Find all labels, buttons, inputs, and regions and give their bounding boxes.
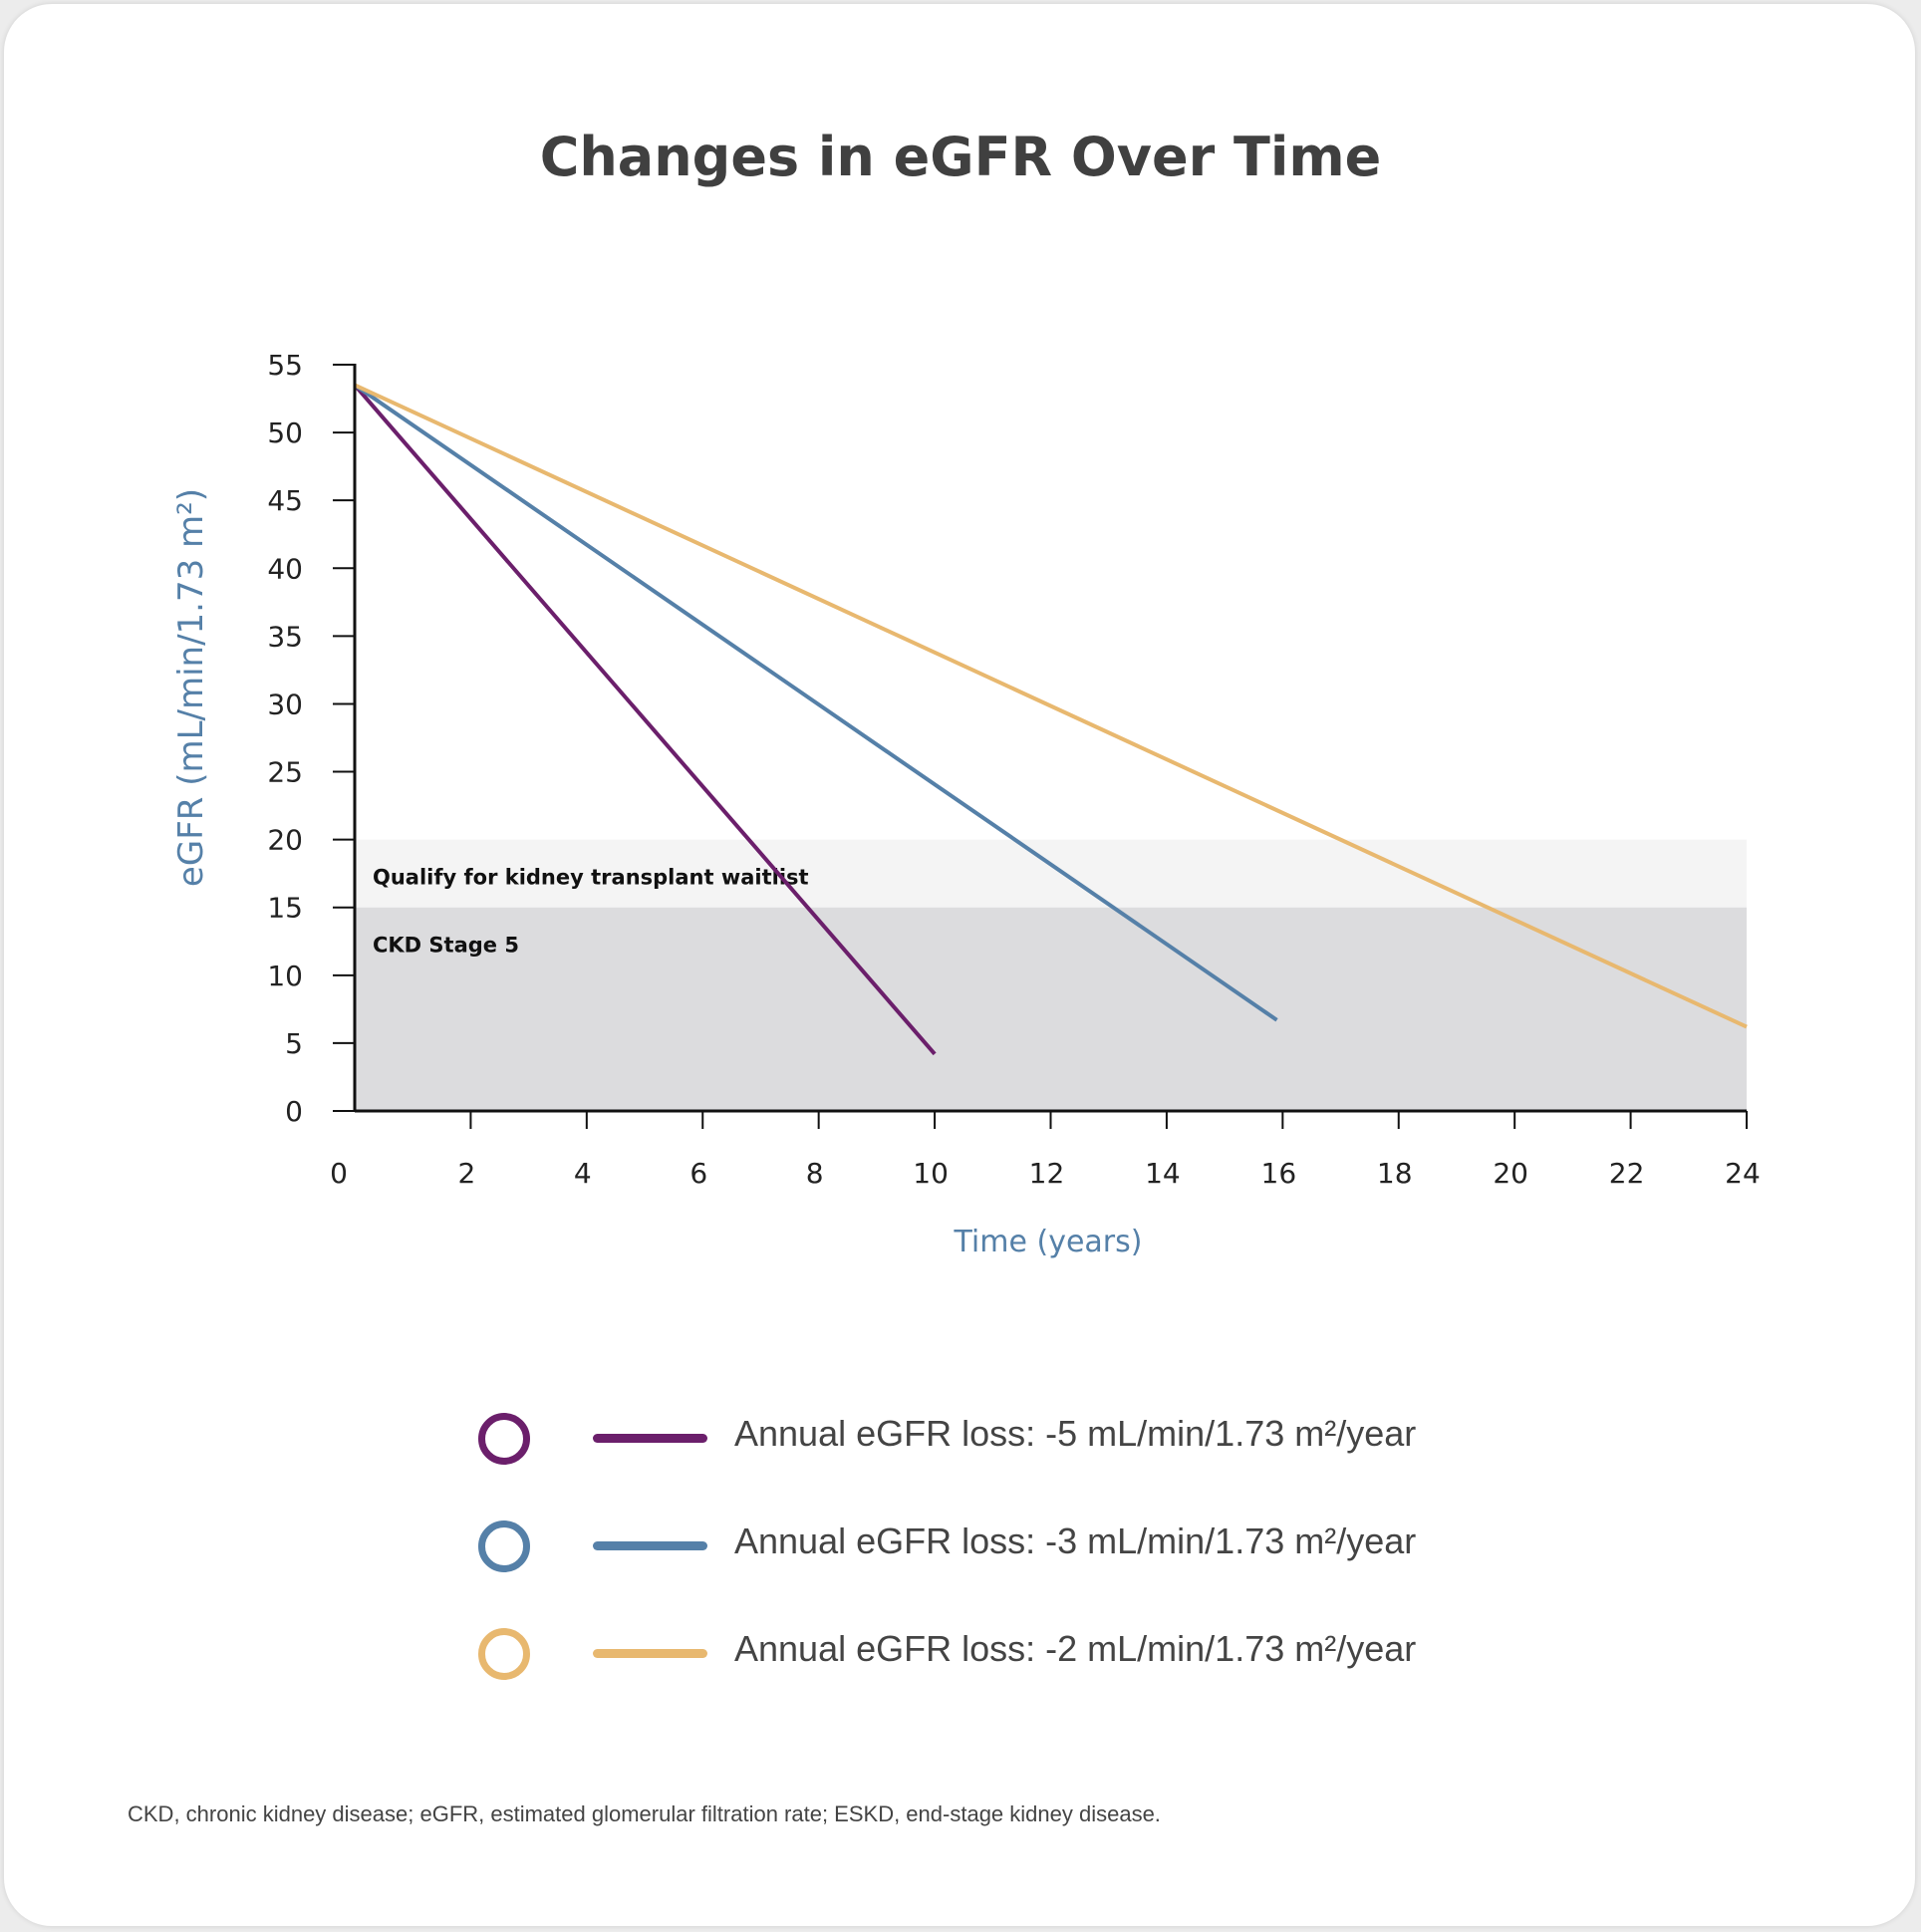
x-tick-label: 14 bbox=[1145, 1157, 1181, 1190]
y-axis-label: eGFR (mL/min/1.73 m²) bbox=[171, 488, 211, 887]
x-tick-label: 6 bbox=[689, 1157, 707, 1190]
x-axis-label: Time (years) bbox=[954, 1225, 1143, 1259]
x-tick-label: 8 bbox=[806, 1157, 824, 1190]
legend-circle-marker bbox=[478, 1413, 530, 1465]
legend-line-swatch bbox=[593, 1434, 707, 1443]
x-tick-label: 10 bbox=[913, 1157, 949, 1190]
y-tick-label: 10 bbox=[267, 960, 303, 992]
legend-label: Annual eGFR loss: -5 mL/min/1.73 m²/year bbox=[734, 1413, 1417, 1454]
x-tick-label: 16 bbox=[1261, 1157, 1297, 1190]
band-label-0: Qualify for kidney transplant waitlist bbox=[373, 866, 809, 890]
y-tick-label: 55 bbox=[267, 349, 303, 382]
y-tick-label: 15 bbox=[267, 892, 303, 925]
footnote: CKD, chronic kidney disease; eGFR, estim… bbox=[128, 1801, 1161, 1826]
x-tick-label: 24 bbox=[1725, 1157, 1761, 1190]
x-tick-label: 18 bbox=[1377, 1157, 1413, 1190]
y-tick-label: 30 bbox=[267, 688, 303, 720]
bands-layer: Qualify for kidney transplant waitlist CK… bbox=[355, 839, 1747, 1111]
legend-label: Annual eGFR loss: -2 mL/min/1.73 m²/year bbox=[734, 1628, 1417, 1669]
legend-circle-marker bbox=[478, 1520, 530, 1572]
x-tick-label: 2 bbox=[458, 1157, 476, 1190]
series-line-3 bbox=[354, 383, 1748, 1029]
y-tick-label: 0 bbox=[285, 1095, 303, 1128]
x-tick-label: 0 bbox=[330, 1157, 348, 1190]
legend-line-swatch bbox=[593, 1649, 707, 1658]
y-tick-label: 25 bbox=[267, 756, 303, 789]
x-tick-label: 12 bbox=[1029, 1157, 1065, 1190]
y-tick-label: 5 bbox=[285, 1027, 303, 1060]
x-tick-label: 20 bbox=[1493, 1157, 1528, 1190]
y-tick-label: 50 bbox=[267, 416, 303, 449]
x-tick-label: 22 bbox=[1609, 1157, 1645, 1190]
series-line-1 bbox=[353, 384, 937, 1056]
x-tick-label: 4 bbox=[574, 1157, 592, 1190]
legend-line-swatch bbox=[593, 1541, 707, 1550]
y-tick-label: 20 bbox=[267, 824, 303, 857]
series-line-2 bbox=[353, 383, 1278, 1022]
band-label-1: CKD Stage 5 bbox=[373, 934, 519, 958]
legend-circle-marker bbox=[478, 1628, 530, 1680]
y-tick-label: 45 bbox=[267, 484, 303, 517]
series-layer bbox=[353, 383, 1748, 1056]
band-1 bbox=[355, 907, 1747, 1111]
chart-title: Changes in eGFR Over Time bbox=[539, 126, 1382, 188]
chart-plot: Qualify for kidney transplant waitlist CK… bbox=[171, 349, 1761, 1259]
y-tick-label: 35 bbox=[267, 620, 303, 653]
y-tick-label: 40 bbox=[267, 552, 303, 585]
legend-label: Annual eGFR loss: -3 mL/min/1.73 m²/year bbox=[734, 1520, 1417, 1561]
band-0 bbox=[355, 839, 1747, 908]
